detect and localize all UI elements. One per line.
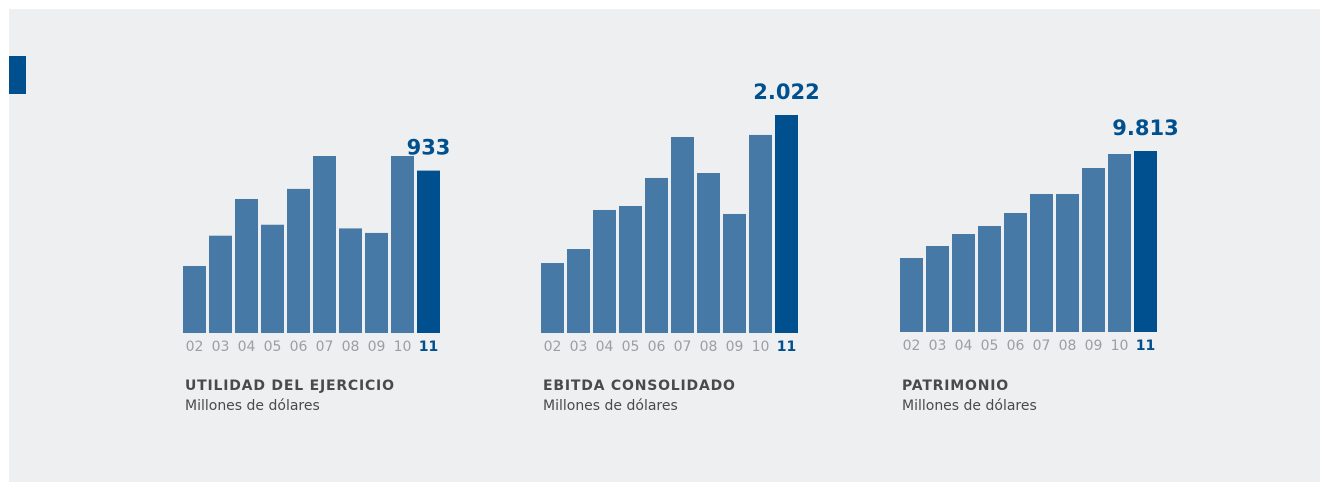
x-tick-label: 05 xyxy=(981,338,999,354)
bar xyxy=(365,232,388,333)
bar xyxy=(567,249,590,333)
x-tick-label: 09 xyxy=(726,339,744,355)
x-tick-label: 10 xyxy=(394,339,412,355)
chart-subtitle: Millones de dólares xyxy=(185,398,320,414)
bar xyxy=(1056,193,1079,332)
x-tick-label: 10 xyxy=(1111,338,1129,354)
marker xyxy=(9,56,26,94)
x-tick-label: 04 xyxy=(596,339,614,355)
bar xyxy=(541,263,564,333)
x-tick-label: 07 xyxy=(1033,338,1051,354)
x-tick-label: 05 xyxy=(622,339,640,355)
x-tick-label: 02 xyxy=(544,339,562,355)
value-label: 933 xyxy=(407,136,451,160)
bar xyxy=(183,265,206,333)
chart-title: PATRIMONIO xyxy=(902,378,1009,394)
chart-subtitle: Millones de dólares xyxy=(543,398,678,414)
bar xyxy=(417,170,440,333)
x-tick-label: 04 xyxy=(955,338,973,354)
x-tick-label: 05 xyxy=(264,339,282,355)
bar xyxy=(619,205,642,333)
bar xyxy=(952,234,975,332)
x-tick-label: 08 xyxy=(342,339,360,355)
chart-title: UTILIDAD DEL EJERCICIO xyxy=(185,378,395,394)
bar xyxy=(926,245,949,332)
x-tick-label: 06 xyxy=(290,339,308,355)
x-tick-label: 08 xyxy=(700,339,718,355)
x-tick-label: 09 xyxy=(368,339,386,355)
x-tick-label: 11 xyxy=(419,339,438,355)
x-tick-label: 10 xyxy=(752,339,770,355)
bar xyxy=(391,156,414,333)
bar xyxy=(1004,212,1027,332)
x-tick-label: 02 xyxy=(186,339,204,355)
bar xyxy=(287,188,310,333)
bar xyxy=(723,213,746,333)
x-tick-label: 06 xyxy=(1007,338,1025,354)
bar xyxy=(749,134,772,333)
x-tick-label: 06 xyxy=(648,339,666,355)
bar xyxy=(261,224,284,333)
bar xyxy=(697,173,720,333)
bar xyxy=(313,156,336,333)
bar xyxy=(209,235,232,333)
value-label: 9.813 xyxy=(1112,116,1178,140)
x-tick-label: 09 xyxy=(1085,338,1103,354)
bar xyxy=(235,198,258,333)
bar xyxy=(1108,154,1131,332)
x-tick-label: 03 xyxy=(212,339,230,355)
x-tick-label: 07 xyxy=(316,339,334,355)
bar xyxy=(775,115,798,333)
bar xyxy=(900,257,923,332)
bar xyxy=(339,228,362,333)
x-tick-label: 11 xyxy=(1136,338,1155,354)
x-tick-label: 07 xyxy=(674,339,692,355)
bar xyxy=(593,209,616,333)
bar xyxy=(671,136,694,333)
x-tick-label: 03 xyxy=(570,339,588,355)
x-tick-label: 08 xyxy=(1059,338,1077,354)
bar xyxy=(1134,151,1157,332)
chart-subtitle: Millones de dólares xyxy=(902,398,1037,414)
x-tick-label: 03 xyxy=(929,338,947,354)
bar xyxy=(978,225,1001,332)
value-label: 2.022 xyxy=(753,80,819,104)
bar xyxy=(1030,193,1053,332)
chart-title: EBITDA CONSOLIDADO xyxy=(543,378,736,394)
bar xyxy=(645,177,668,333)
bar xyxy=(1082,168,1105,332)
x-tick-label: 02 xyxy=(903,338,921,354)
x-tick-label: 11 xyxy=(777,339,796,355)
x-tick-label: 04 xyxy=(238,339,256,355)
